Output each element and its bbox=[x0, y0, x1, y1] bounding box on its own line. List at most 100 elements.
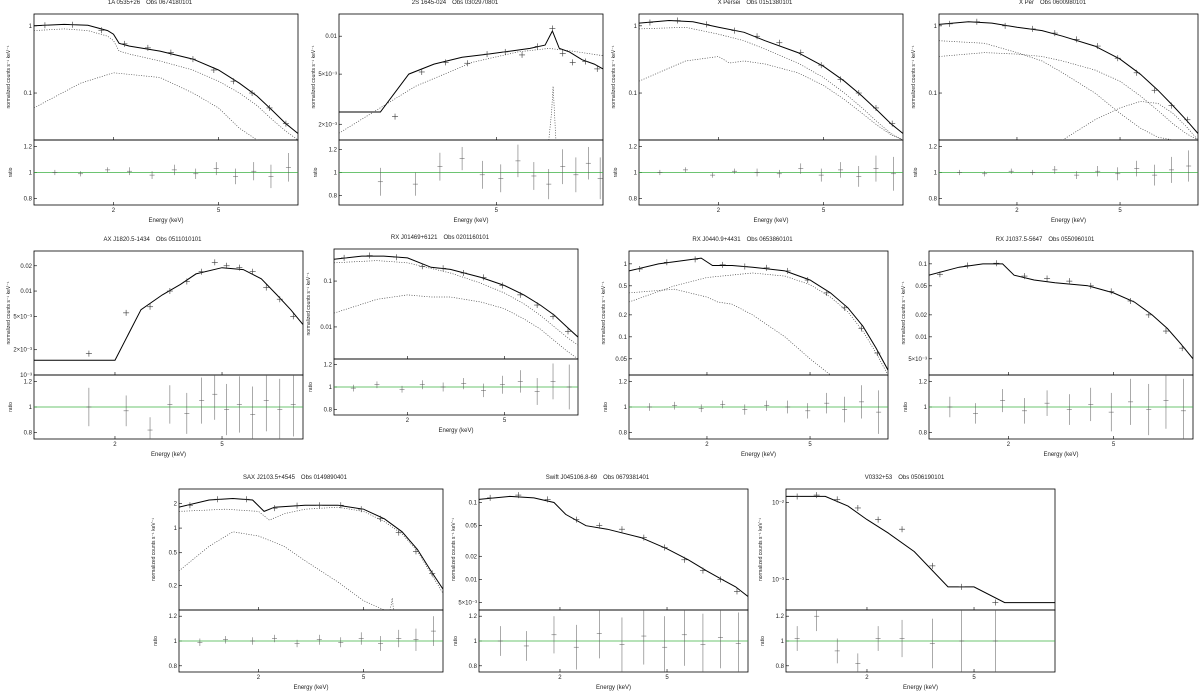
y-axis-label: normalized counts s⁻¹ keV⁻¹ bbox=[6, 281, 12, 344]
ratio-tick-label: 1 bbox=[29, 405, 33, 411]
ratio-tick-label: 0.8 bbox=[329, 194, 338, 200]
ratio-layer bbox=[34, 375, 303, 439]
y-axis-label: normalized counts s⁻¹ keV⁻¹ bbox=[311, 45, 317, 108]
top-plot-frame bbox=[478, 488, 749, 611]
spectrum-layer bbox=[179, 496, 443, 610]
ratio-axis-label: ratio bbox=[903, 402, 909, 412]
ratio-layer bbox=[786, 610, 1055, 672]
ratio-tick-label: 1 bbox=[924, 405, 928, 411]
x-axis-label: Energy (keV) bbox=[903, 685, 938, 691]
ratio-layer bbox=[479, 610, 748, 672]
x-tick-label: 5 bbox=[1118, 208, 1122, 214]
y-axis-label: normalized counts s⁻¹ keV⁻¹ bbox=[151, 518, 157, 581]
y-axis-label: normalized counts s⁻¹ keV⁻¹ bbox=[306, 272, 312, 335]
ratio-tick-label: 1.2 bbox=[629, 145, 638, 151]
ratio-tick-label: 1 bbox=[634, 171, 638, 177]
top-plot-frame bbox=[33, 250, 304, 376]
model-line bbox=[179, 497, 443, 590]
ratio-tick-label: 1.2 bbox=[776, 614, 785, 620]
spectrum-panel-saxj2103: SAX J2103.5+4545 Obs 0149890401 2 5 2 1 0.5 0.… bbox=[145, 475, 445, 692]
y-tick-label: 0.01 bbox=[20, 289, 32, 295]
model-component-line bbox=[639, 26, 903, 140]
model-component-line bbox=[389, 597, 394, 610]
y-axis-label: normalized counts s⁻¹ keV⁻¹ bbox=[611, 45, 617, 108]
ratio-tick-label: 1 bbox=[624, 405, 628, 411]
ratio-layer bbox=[339, 144, 603, 200]
spectrum-layer bbox=[939, 18, 1198, 140]
y-tick-label: 0.1 bbox=[324, 279, 333, 285]
spectrum-panel-axj1820: AX J1820.5-1434 Obs 0511010101 2 5 0.02 0.01… bbox=[0, 237, 305, 459]
x-axis-label: Energy (keV) bbox=[753, 218, 788, 224]
ratio-tick-label: 1.2 bbox=[169, 614, 178, 620]
model-component-line bbox=[639, 56, 903, 140]
model-component-line bbox=[939, 40, 1173, 140]
y-tick-label: 0.1 bbox=[629, 91, 638, 97]
panel-title: RX J1037.5-5647 Obs 0550960101 bbox=[995, 237, 1095, 243]
y-tick-label: 0.5 bbox=[619, 284, 628, 290]
ratio-tick-label: 1 bbox=[781, 639, 785, 645]
model-line bbox=[939, 21, 1198, 134]
ratio-tick-label: 0.8 bbox=[24, 431, 33, 437]
spectrum-layer bbox=[334, 252, 578, 359]
y-tick-label: 0.05 bbox=[465, 524, 477, 530]
y-axis-label: normalized counts s⁻¹ keV⁻¹ bbox=[911, 45, 917, 108]
y-axis-label: normalized counts s⁻¹ keV⁻¹ bbox=[6, 45, 12, 108]
top-plot-frame bbox=[938, 13, 1199, 141]
ratio-tick-label: 0.8 bbox=[776, 664, 785, 670]
x-tick-label: 2 bbox=[705, 442, 709, 448]
ratio-axis-label: ratio bbox=[313, 167, 319, 177]
panel-title: V0332+53 Obs 0506190101 bbox=[864, 475, 945, 481]
ratio-layer bbox=[939, 150, 1198, 186]
y-tick-label: 2×10⁻³ bbox=[13, 348, 32, 354]
panel-title: SAX J2103.5+4545 Obs 0149890401 bbox=[243, 475, 347, 481]
model-component-line bbox=[179, 506, 443, 594]
panel-title: X Per Obs 0600980101 bbox=[1018, 0, 1087, 6]
spectrum-panel-rxj1037: RX J1037.5-5647 Obs 0550960101 2 5 0.1 0.05 0… bbox=[895, 237, 1195, 459]
model-component-line bbox=[1062, 101, 1198, 140]
x-tick-label: 5 bbox=[495, 208, 499, 214]
y-axis-label: normalized counts s⁻¹ keV⁻¹ bbox=[901, 281, 907, 344]
model-component-line bbox=[548, 86, 557, 140]
ratio-axis-label: ratio bbox=[913, 167, 919, 177]
spectrum-panel-xper: X Per Obs 0600980101 2 5 1 0.1 1.2 1 0.8 Energy … bbox=[905, 0, 1200, 225]
x-tick-label: 2 bbox=[1015, 208, 1019, 214]
model-component-line bbox=[339, 48, 603, 134]
model-component-line bbox=[334, 260, 578, 346]
x-tick-label: 5 bbox=[362, 675, 366, 681]
spectrum-layer bbox=[479, 492, 748, 597]
top-plot-frame bbox=[33, 13, 299, 141]
y-tick-label: 0.01 bbox=[320, 325, 332, 331]
ratio-axis-label: ratio bbox=[308, 382, 314, 392]
model-component-line bbox=[939, 52, 1198, 140]
y-tick-label: 0.02 bbox=[915, 313, 927, 319]
x-axis-label: Energy (keV) bbox=[453, 218, 488, 224]
spectrum-layer bbox=[929, 260, 1193, 360]
spectrum-layer bbox=[339, 25, 603, 140]
ratio-tick-label: 0.8 bbox=[24, 197, 33, 203]
x-tick-label: 5 bbox=[972, 675, 976, 681]
x-axis-label: Energy (keV) bbox=[596, 685, 631, 691]
ratio-tick-label: 1 bbox=[474, 639, 478, 645]
x-tick-label: 2 bbox=[558, 675, 562, 681]
ratio-layer bbox=[629, 385, 888, 434]
y-tick-label: 0.2 bbox=[619, 313, 628, 319]
y-tick-label: 5×10⁻³ bbox=[13, 314, 32, 320]
ratio-layer bbox=[334, 363, 578, 410]
chart-svg: 2 5 10⁻² 10⁻³ 1.2 1 0.8 Energy (keV) normalized … bbox=[758, 488, 1056, 691]
x-axis-label: Energy (keV) bbox=[1043, 452, 1078, 458]
ratio-tick-label: 1.2 bbox=[469, 614, 478, 620]
spectrum-layer bbox=[34, 259, 303, 361]
ratio-axis-label: ratio bbox=[613, 167, 619, 177]
spectrum-panel-2s1645: 2S 1645-024 Obs 0302970801 5 0.01 5×10⁻³ 2×1… bbox=[305, 0, 605, 225]
y-tick-label: 0.05 bbox=[915, 284, 927, 290]
model-line bbox=[639, 19, 903, 134]
ratio-tick-label: 0.8 bbox=[469, 664, 478, 670]
y-tick-label: 2×10⁻³ bbox=[318, 122, 337, 128]
model-line bbox=[34, 267, 303, 361]
y-tick-label: 0.01 bbox=[465, 577, 477, 583]
model-line bbox=[786, 495, 1055, 604]
ratio-tick-label: 1.2 bbox=[324, 363, 333, 369]
ratio-axis-label: ratio bbox=[8, 402, 14, 412]
spectrum-panel-1a0535: 1A 0535+26 Obs 0674180101 2 5 1 0.1 1.2 1 0.8 En… bbox=[0, 0, 300, 225]
